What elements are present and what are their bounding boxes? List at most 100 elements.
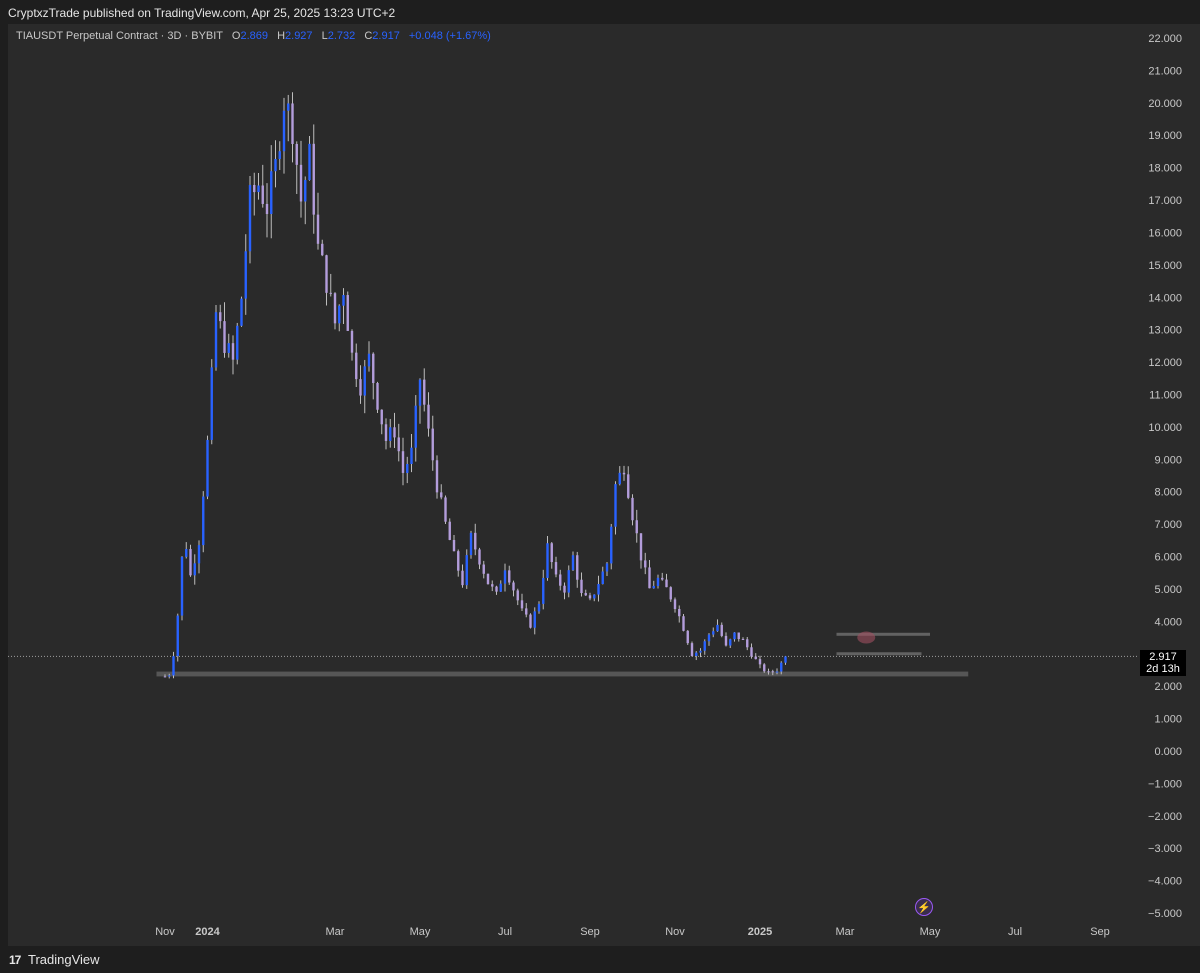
resistance-line — [836, 652, 922, 656]
candle-body — [202, 496, 205, 546]
candle-body — [248, 184, 252, 252]
candle-body — [584, 593, 587, 596]
candle-body — [690, 643, 694, 657]
candle-body — [678, 609, 681, 617]
candle-body — [431, 428, 434, 461]
y-tick-label: 2.000 — [1154, 681, 1182, 693]
x-tick-label: Jul — [498, 926, 512, 938]
candle-body — [308, 143, 311, 181]
symbol-title[interactable]: TIAUSDT Perpetual Contract · 3D · BYBIT — [16, 30, 223, 42]
candle-body — [414, 405, 417, 448]
y-tick-label: 22.000 — [1148, 33, 1182, 45]
candle-body — [372, 353, 375, 384]
candle-body — [227, 343, 230, 353]
candle-body — [571, 555, 575, 571]
candle-body — [758, 659, 762, 665]
y-tick-label: −3.000 — [1148, 843, 1182, 855]
candle-body — [265, 203, 269, 215]
low-label: L — [321, 30, 328, 42]
candle-body — [644, 560, 647, 568]
candle-body — [746, 639, 749, 648]
candle-body — [333, 293, 337, 324]
candle-body — [223, 321, 226, 353]
candle-body — [231, 343, 235, 360]
candle-body — [355, 352, 358, 380]
candle-body — [363, 366, 366, 396]
candle-body — [542, 577, 545, 604]
candle-body — [682, 616, 685, 631]
candle-body — [529, 614, 532, 628]
candle-body — [482, 564, 485, 574]
x-tick-label: Mar — [326, 926, 345, 938]
close-value: 2.917 — [372, 30, 400, 42]
candle-body — [729, 639, 732, 646]
candle-body — [214, 312, 218, 368]
y-tick-label: 21.000 — [1148, 65, 1182, 77]
candle-body — [389, 427, 392, 441]
candle-body — [465, 555, 468, 586]
candle-body — [257, 185, 260, 193]
x-tick-label: May — [410, 926, 431, 938]
y-tick-label: 0.000 — [1154, 746, 1182, 758]
y-tick-label: 19.000 — [1148, 130, 1182, 142]
y-tick-label: 20.000 — [1148, 98, 1182, 110]
candle-body — [376, 383, 379, 410]
candle-body — [503, 570, 507, 584]
y-tick-label: 16.000 — [1148, 227, 1182, 239]
candle-body — [537, 603, 541, 612]
y-tick-label: 14.000 — [1148, 292, 1182, 304]
y-tick-label: 12.000 — [1148, 357, 1182, 369]
candle-body — [597, 583, 600, 595]
candle-body — [397, 437, 400, 452]
candle-body — [185, 548, 188, 557]
candle-body — [771, 671, 774, 673]
x-tick-label: 2025 — [748, 926, 772, 938]
y-tick-label: −2.000 — [1148, 811, 1182, 823]
candle-body — [346, 295, 349, 331]
high-value: 2.927 — [285, 30, 313, 42]
candle-body — [474, 532, 477, 550]
y-tick-label: 4.000 — [1154, 616, 1182, 628]
candle-body — [393, 427, 396, 438]
y-tick-label: 8.000 — [1154, 487, 1182, 499]
candle-body — [712, 631, 715, 635]
candle-body — [448, 521, 451, 540]
candle-body — [469, 532, 473, 556]
candle-body — [304, 180, 307, 202]
bar-countdown: 2d 13h — [1146, 663, 1180, 675]
candle-body — [567, 570, 570, 593]
candle-body — [486, 573, 490, 585]
candle-body — [367, 353, 371, 367]
lightning-icon[interactable]: ⚡ — [915, 898, 933, 916]
candle-body — [784, 656, 787, 663]
y-tick-label: 17.000 — [1148, 195, 1182, 207]
candle-body — [559, 574, 562, 586]
candle-body — [618, 472, 621, 485]
x-tick-label: Sep — [1090, 926, 1110, 938]
candle-body — [270, 171, 273, 215]
candle-body — [278, 151, 281, 159]
candle-body — [338, 305, 341, 324]
candle-body — [554, 562, 558, 575]
tradingview-logo-icon[interactable]: 17 — [9, 953, 21, 967]
candle-body — [172, 656, 175, 676]
candlestick-chart[interactable]: 22.000 21.000 20.000 19.000 18.000 17.000 16.0… — [0, 0, 1200, 946]
candle-body — [295, 144, 298, 165]
candle-body — [329, 292, 332, 294]
candle-body — [274, 158, 277, 172]
candle-body — [648, 567, 651, 589]
y-tick-label: 7.000 — [1154, 519, 1182, 531]
candle-body — [520, 600, 524, 609]
tradingview-brand[interactable]: TradingView — [28, 952, 100, 967]
candle-body — [444, 497, 447, 522]
candle-body — [665, 579, 668, 588]
x-tick-label: May — [920, 926, 941, 938]
candle-body — [380, 409, 383, 425]
candle-body — [610, 526, 613, 564]
candle-body — [287, 103, 290, 111]
candle-body — [461, 570, 464, 586]
candle-body — [261, 185, 264, 204]
candle-body — [733, 632, 736, 640]
candle-body — [435, 460, 439, 493]
y-tick-label: 5.000 — [1154, 584, 1182, 596]
